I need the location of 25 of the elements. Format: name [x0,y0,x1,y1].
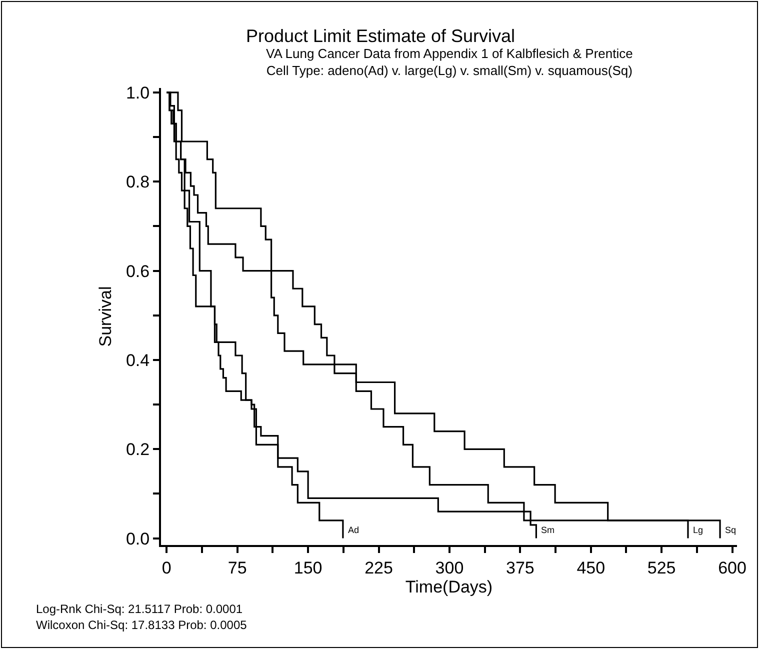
text: Wilcoxon Chi-Sq: 17.8133 Prob: 0.0005 [36,618,248,632]
series-label: Ad [348,525,360,535]
y-tick-label: 0.2 [126,440,150,460]
y-tick-label: 0.6 [126,262,150,281]
y-tick-label: 0.0 [126,529,150,548]
y-tick-label: 1.0 [126,83,150,102]
chart-title: Product Limit Estimate of Survival [246,26,516,46]
x-tick-label: 600 [718,558,746,578]
y-tick-label: 0.8 [126,172,150,192]
series-label: Sm [541,525,554,535]
chart-subtitle: VA Lung Cancer Data from Appendix 1 of Kalbflesich & Prentice Cell Type: adeno(Ad) v. large(Lg) v. small(Sm) v. squamous(Sq) [266,46,633,78]
x-tick-label: 150 [294,558,322,578]
x-tick-label: 75 [228,558,247,578]
y-tick-label: 0.4 [126,350,150,370]
x-tick-label: 525 [647,558,676,578]
x-tick-label: 450 [576,558,606,578]
text: Log-Rnk Chi-Sq: 21.5117 Prob: 0.0001 [36,602,243,616]
x-tick-label: 375 [506,558,534,578]
series-label: Lg [693,525,704,535]
x-axis-title: Time(Days) [405,577,493,596]
x-tick-label: 225 [364,558,393,578]
x-tick-label: 0 [162,558,172,578]
y-axis-title: Survival [96,286,116,347]
x-tick-label: 300 [435,558,464,578]
series-label: Sq [725,525,736,535]
